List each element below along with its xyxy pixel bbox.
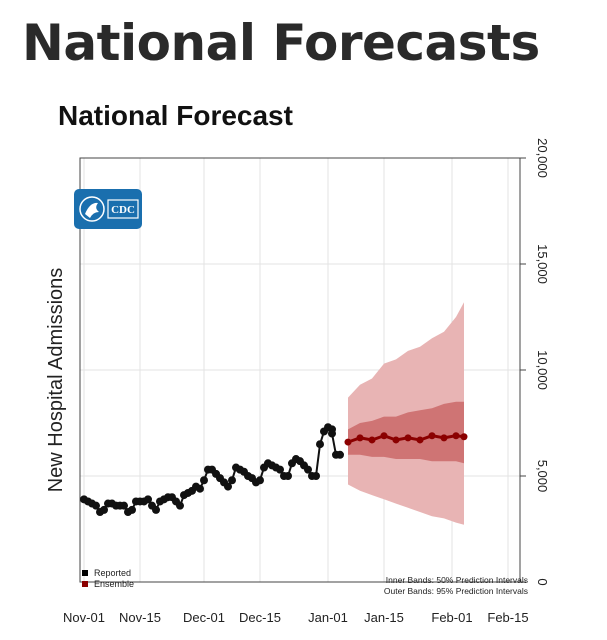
reported-point (120, 501, 128, 510)
legend-label-ensemble: Ensemble (94, 579, 134, 589)
ensemble-point (404, 434, 412, 442)
reported-point (200, 476, 208, 485)
reported-point (100, 505, 108, 514)
y-tick-label: 10,000 (535, 350, 550, 390)
chart-title: National Forecast (58, 100, 293, 131)
legend-label-reported: Reported (94, 568, 131, 578)
y-axis-label: New Hospital Admissions (45, 268, 67, 493)
series-layer (80, 423, 468, 517)
reported-point (128, 505, 136, 514)
reported-point (176, 501, 184, 510)
legend-swatch-ensemble (82, 581, 88, 587)
reported-point (256, 476, 264, 485)
page-heading: National Forecasts (22, 14, 540, 72)
y-tick-label: 20,000 (535, 138, 550, 178)
inner-band-50 (348, 401, 464, 464)
reported-point (152, 505, 160, 514)
reported-point (328, 429, 336, 438)
logo-text: CDC (111, 204, 135, 216)
cdc-logo: CDC (74, 189, 142, 229)
ensemble-point (368, 436, 376, 444)
reported-point (196, 484, 204, 493)
x-tick-label: Dec-01 (183, 610, 225, 625)
legend: Reported Ensemble (82, 568, 134, 589)
x-tick-label: Feb-15 (487, 610, 528, 625)
band-note-inner: Inner Bands: 50% Prediction Intervals (386, 575, 528, 585)
reported-point (276, 465, 284, 474)
ensemble-point (460, 433, 468, 441)
ensemble-point (428, 432, 436, 440)
reported-point (312, 472, 320, 480)
axis-layer: Nov-01 Nov-15 Dec-01 Dec-15 Jan-01 Jan-15 Feb-… (63, 138, 550, 625)
ensemble-point (440, 434, 448, 442)
x-tick-label: Nov-01 (63, 610, 105, 625)
y-tick-label: 0 (535, 578, 550, 585)
reported-point (228, 476, 236, 485)
ensemble-point (344, 438, 352, 446)
reported-point (284, 472, 292, 480)
reported-point (304, 465, 312, 474)
reported-point (336, 450, 344, 459)
y-tick-label: 15,000 (535, 244, 550, 284)
x-tick-label: Jan-01 (308, 610, 348, 625)
ensemble-point (452, 432, 460, 440)
x-tick-label: Nov-15 (119, 610, 161, 625)
hhs-eagle-icon (79, 196, 105, 222)
prediction-bands (348, 302, 464, 525)
ensemble-point (416, 436, 424, 444)
ensemble-point (356, 434, 364, 442)
band-note-outer: Outer Bands: 95% Prediction Intervals (384, 586, 528, 596)
reported-point (316, 440, 324, 449)
x-tick-label: Dec-15 (239, 610, 281, 625)
legend-swatch-reported (82, 570, 88, 576)
reported-point (224, 482, 232, 491)
ensemble-point (392, 436, 400, 444)
reported-point (144, 495, 152, 504)
ensemble-point (380, 432, 388, 440)
x-tick-label: Jan-15 (364, 610, 404, 625)
x-tick-label: Feb-01 (431, 610, 472, 625)
reported-point (92, 501, 100, 510)
y-tick-label: 5,000 (535, 460, 550, 493)
